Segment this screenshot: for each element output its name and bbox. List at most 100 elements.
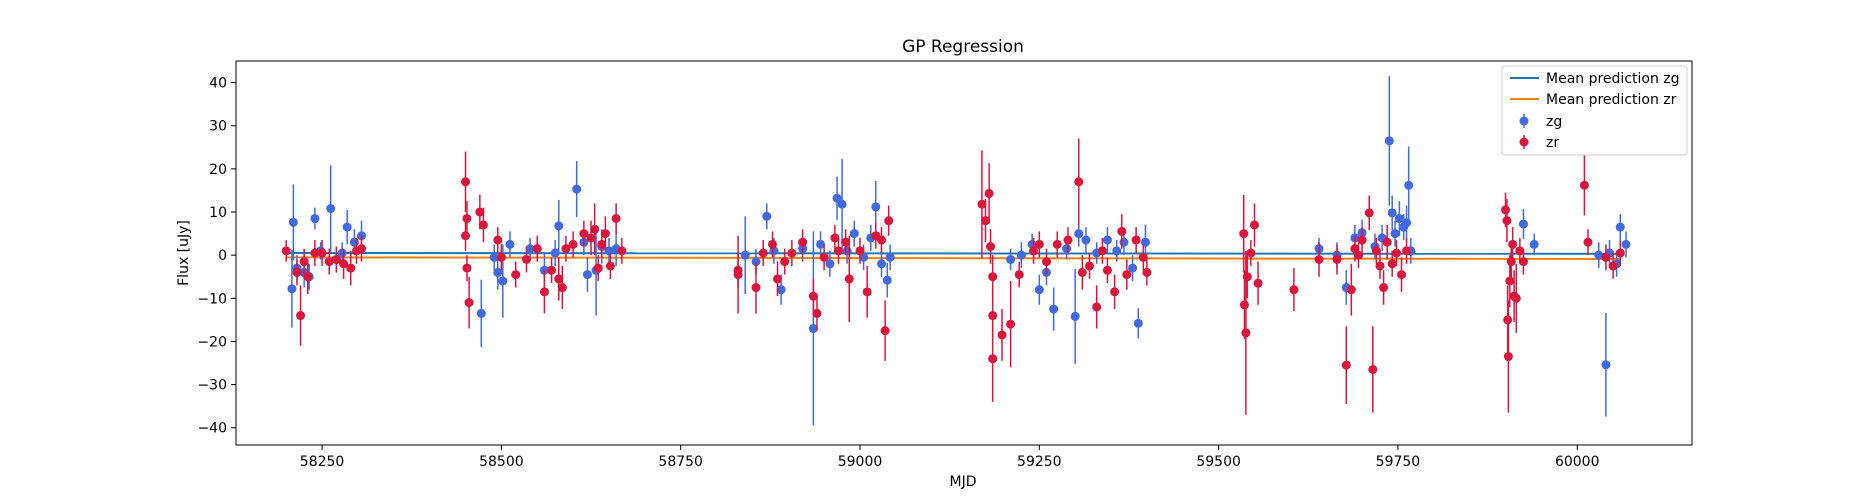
data-point	[1092, 302, 1102, 312]
x-tick-label: 59750	[1376, 454, 1421, 470]
data-point	[572, 184, 582, 194]
data-point	[837, 199, 847, 209]
plot-area	[235, 60, 1693, 446]
data-point	[561, 244, 571, 254]
data-point	[988, 272, 998, 282]
data-point	[808, 324, 818, 334]
y-tick-label: 20	[209, 162, 227, 178]
data-point	[521, 254, 531, 264]
legend-label: zr	[1546, 135, 1559, 151]
data-point	[825, 259, 835, 269]
data-point	[1314, 254, 1324, 264]
mean-line-1	[286, 256, 1621, 261]
data-point	[550, 248, 560, 258]
data-point	[1518, 257, 1528, 267]
data-point	[1070, 311, 1080, 321]
data-point	[1246, 248, 1256, 258]
data-point	[1077, 267, 1087, 277]
data-point	[767, 239, 777, 249]
data-point	[1242, 272, 1252, 282]
data-point	[862, 287, 872, 297]
data-point	[498, 276, 508, 286]
data-point	[1063, 235, 1073, 245]
data-point	[1368, 364, 1378, 374]
data-point	[281, 246, 291, 256]
data-point	[586, 233, 596, 243]
data-point	[787, 248, 797, 258]
data-point	[1253, 278, 1263, 288]
data-point	[1006, 319, 1016, 329]
axes-frame	[235, 60, 1693, 446]
data-point	[855, 246, 865, 256]
x-tick-label: 59250	[1017, 454, 1062, 470]
data-point	[1397, 270, 1407, 280]
data-point	[1341, 360, 1351, 370]
data-point	[1346, 285, 1356, 295]
data-point	[833, 246, 843, 256]
legend-label: Mean prediction zg	[1546, 71, 1680, 87]
data-point	[461, 177, 471, 187]
legend-marker	[1519, 116, 1529, 126]
data-point	[849, 229, 859, 239]
data-point	[579, 229, 589, 239]
y-tick-label: 40	[209, 76, 227, 92]
data-point	[884, 216, 894, 226]
x-axis-label: MJD	[950, 474, 977, 490]
data-point	[532, 244, 542, 254]
data-point	[1387, 208, 1397, 218]
data-point	[1239, 300, 1249, 310]
data-point	[287, 284, 297, 294]
data-point	[476, 308, 486, 318]
legend-label: zg	[1546, 114, 1562, 130]
data-point	[331, 254, 341, 264]
y-tick-label: −40	[197, 421, 227, 437]
data-point	[1081, 235, 1091, 245]
data-point	[1505, 276, 1515, 286]
data-point	[1289, 285, 1299, 295]
data-point	[1122, 270, 1132, 280]
y-tick-label: −20	[197, 334, 227, 350]
mean-line-0	[286, 252, 1621, 255]
data-point	[776, 285, 786, 295]
data-point	[299, 257, 309, 267]
data-point	[758, 248, 768, 258]
data-point	[1117, 226, 1127, 236]
data-point	[604, 246, 614, 256]
data-point	[1097, 246, 1107, 256]
chart-title: GP Regression	[902, 37, 1024, 57]
data-point	[1583, 237, 1593, 247]
data-point	[882, 275, 892, 285]
data-point	[1119, 237, 1129, 247]
data-point	[326, 204, 336, 214]
legend-label: Mean prediction zr	[1546, 92, 1677, 108]
data-point	[600, 229, 610, 239]
data-point	[1375, 261, 1385, 271]
data-point	[617, 246, 627, 256]
data-point	[525, 244, 535, 254]
data-point	[317, 248, 327, 258]
data-point	[877, 259, 887, 269]
data-point	[1049, 304, 1059, 314]
data-point	[1128, 263, 1138, 273]
data-point	[798, 237, 808, 247]
data-point	[1239, 229, 1249, 239]
x-tick-label: 58750	[658, 454, 703, 470]
data-point	[1074, 229, 1084, 239]
data-point	[842, 246, 852, 256]
data-point	[1601, 360, 1611, 370]
data-point	[1390, 229, 1400, 239]
data-point	[1142, 267, 1152, 277]
data-point	[780, 257, 790, 267]
data-point	[1332, 254, 1342, 264]
data-point	[1518, 219, 1528, 229]
data-point	[324, 257, 334, 267]
data-point	[1402, 218, 1412, 228]
data-point	[1249, 220, 1259, 230]
data-point	[1034, 285, 1044, 295]
data-point	[496, 252, 506, 262]
x-tick-label: 60000	[1555, 454, 1600, 470]
data-point	[462, 213, 472, 223]
data-point	[288, 217, 298, 227]
data-point	[1112, 246, 1122, 256]
data-point	[1621, 239, 1631, 249]
